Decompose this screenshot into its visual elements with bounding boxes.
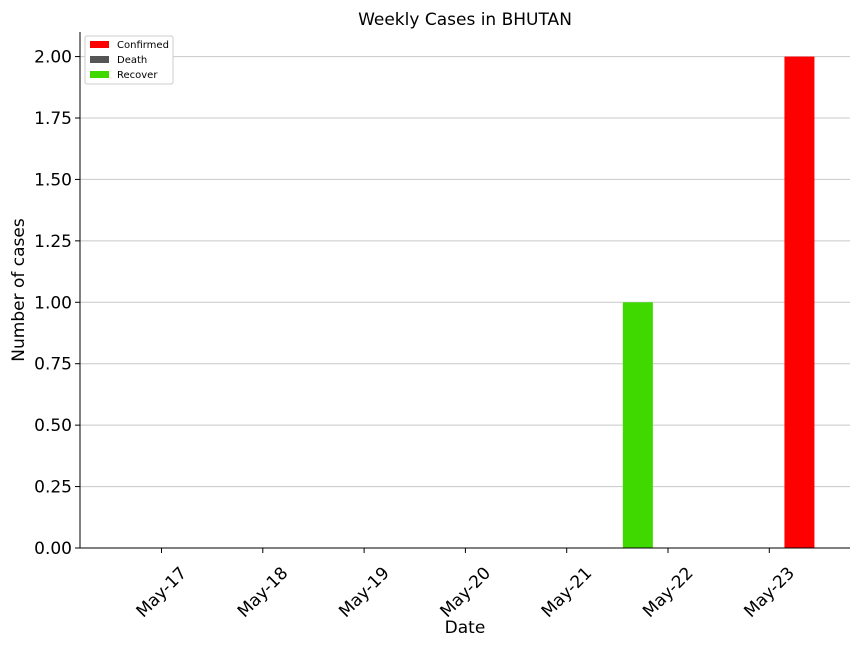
x-tick-label: May-23 [740,563,798,621]
legend-label: Death [117,55,147,66]
x-tick-label: May-19 [335,563,393,621]
y-tick-label: 1.25 [34,232,72,252]
legend-label: Confirmed [117,40,169,51]
x-tick-label: May-22 [639,563,697,621]
y-tick-label: 0.25 [34,478,72,498]
y-axis-label: Number of cases [9,218,29,362]
y-tick-label: 0.75 [34,355,72,375]
x-tick-label: May-21 [538,563,596,621]
y-tick-label: 0.50 [34,416,72,436]
legend-swatch [90,56,109,63]
legend-label: Recover [117,70,158,81]
x-tick-label: May-20 [437,563,495,621]
bar-confirmed-may-23 [784,56,815,548]
x-tick-label: May-18 [234,563,292,621]
chart-title: Weekly Cases in BHUTAN [358,10,572,30]
y-tick-label: 1.75 [34,109,72,129]
x-tick-label: May-17 [133,563,191,621]
y-tick-label: 2.00 [34,48,72,68]
bar-recover-may-22 [622,302,653,548]
y-tick-label: 1.00 [34,293,72,313]
legend-swatch [90,41,109,48]
y-tick-label: 0.00 [34,539,72,559]
legend-swatch [90,71,109,78]
y-tick-label: 1.50 [34,170,72,190]
legend: Confirmed Death Recover [84,35,174,85]
x-axis-label: Date [445,618,486,638]
